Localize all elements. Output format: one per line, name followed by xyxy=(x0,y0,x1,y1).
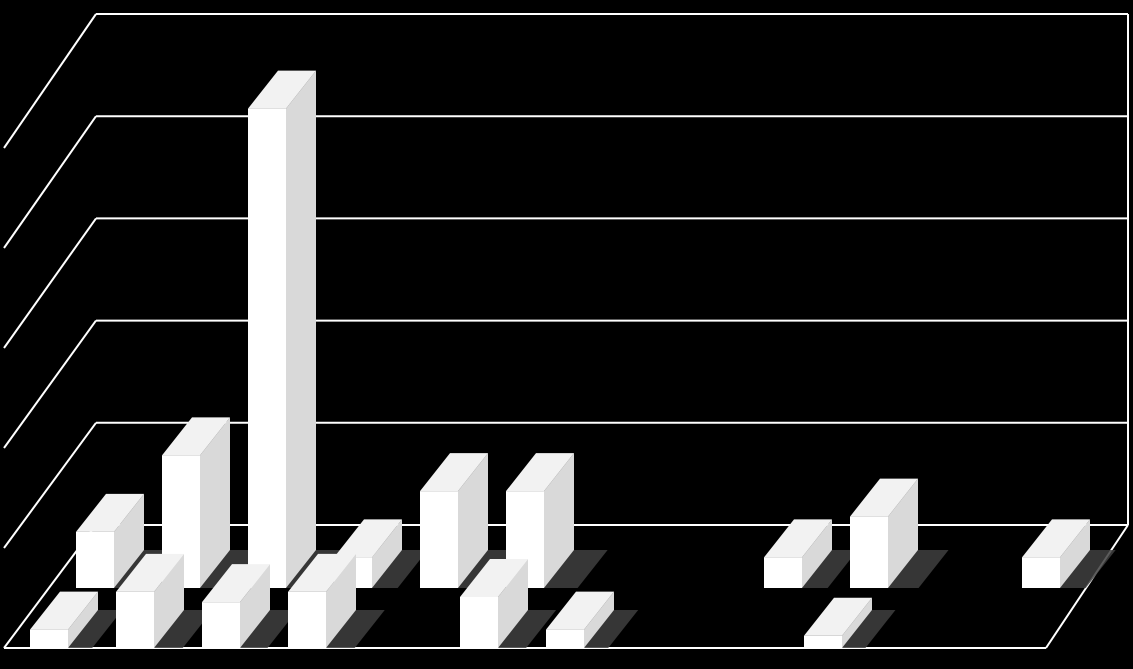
bar-series-front-3 xyxy=(288,592,326,648)
bar-series-front-5 xyxy=(460,597,498,648)
bar-series-front-6 xyxy=(546,630,584,648)
gridline-side xyxy=(4,321,96,448)
bar-series-front-2 xyxy=(202,602,240,648)
bar-series-back-4 xyxy=(420,491,458,588)
bar-series-front-9 xyxy=(804,636,842,648)
bar-series-back-2 xyxy=(248,109,286,588)
gridline-side xyxy=(4,14,96,148)
bar-series-back-8 xyxy=(764,557,802,588)
3d-bar-chart xyxy=(0,0,1133,669)
bar-series-front-0 xyxy=(30,630,68,648)
bar-series-front-1 xyxy=(116,592,154,648)
bar-series-back-9 xyxy=(850,517,888,588)
gridline-side xyxy=(4,116,96,248)
bar-side xyxy=(286,71,316,588)
gridline-side xyxy=(4,218,96,348)
bar-series-back-11 xyxy=(1022,557,1060,588)
bar-series-back-0 xyxy=(76,532,114,588)
